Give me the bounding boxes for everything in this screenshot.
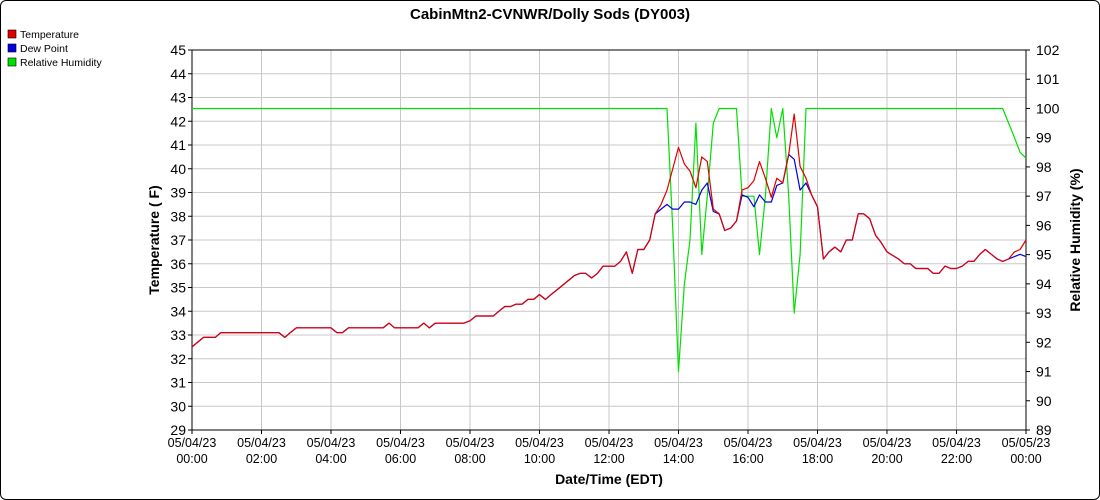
x-axis-ticks: 05/04/23 00:00 05/04/23 02:00 05/04/23 04:00 0… xyxy=(168,430,1051,466)
y2-tick-label: 98 xyxy=(1036,159,1052,175)
x-tick-date-label: 05/04/23 xyxy=(654,436,703,450)
y-tick-label: 39 xyxy=(170,185,186,201)
legend: Temperature Dew Point Relative Humidity xyxy=(7,29,102,69)
y-tick-label: 35 xyxy=(170,280,186,296)
x-tick-time-label: 10:00 xyxy=(524,452,555,466)
y2-tick-label: 92 xyxy=(1036,334,1052,350)
y-tick-label: 34 xyxy=(170,303,186,319)
y2-tick-label: 91 xyxy=(1036,364,1052,380)
x-tick-time-label: 20:00 xyxy=(871,452,902,466)
x-tick-time-label: 12:00 xyxy=(593,452,624,466)
y2-axis-ticks: 89 90 91 92 93 94 95 96 97 98 99 100 101 102 xyxy=(1026,42,1060,438)
x-tick-date-label: 05/04/23 xyxy=(932,436,981,450)
x-tick-time-label: 02:00 xyxy=(246,452,277,466)
y-axis-label: Temperature ( F) xyxy=(146,185,162,294)
gridlines xyxy=(191,49,1027,431)
y-axis-ticks: 29 30 31 32 33 34 35 36 37 38 39 40 41 42 43 44 45 xyxy=(170,42,192,438)
x-tick-time-label: 06:00 xyxy=(385,452,416,466)
y-tick-label: 29 xyxy=(170,422,186,438)
y-tick-label: 31 xyxy=(170,375,186,391)
y2-tick-label: 100 xyxy=(1036,100,1060,116)
y2-tick-label: 95 xyxy=(1036,247,1052,263)
y2-tick-label: 101 xyxy=(1036,71,1060,87)
y-tick-label: 44 xyxy=(170,66,186,82)
series-layer xyxy=(191,107,1027,373)
legend-label: Relative Humidity xyxy=(20,57,102,69)
x-tick-date-label: 05/04/23 xyxy=(863,436,912,450)
x-tick-time-label: 00:00 xyxy=(176,452,207,466)
series-line-temperature xyxy=(191,113,1027,348)
x-tick-time-label: 14:00 xyxy=(663,452,694,466)
y2-axis-label: Relative Humidity (%) xyxy=(1067,168,1083,311)
x-tick-date-label: 05/04/23 xyxy=(585,436,634,450)
y-tick-label: 40 xyxy=(170,161,186,177)
y-tick-label: 45 xyxy=(170,42,186,58)
legend-swatch xyxy=(7,29,17,39)
y2-tick-label: 102 xyxy=(1036,42,1060,58)
legend-swatch xyxy=(7,43,17,53)
x-tick-time-label: 16:00 xyxy=(732,452,763,466)
x-tick-date-label: 05/04/23 xyxy=(793,436,842,450)
y2-tick-label: 94 xyxy=(1036,276,1052,292)
legend-label: Dew Point xyxy=(20,43,68,55)
x-tick-time-label: 00:00 xyxy=(1010,452,1041,466)
x-tick-date-label: 05/04/23 xyxy=(168,436,217,450)
x-tick-time-label: 18:00 xyxy=(802,452,833,466)
x-tick-time-label: 08:00 xyxy=(454,452,485,466)
x-tick-date-label: 05/04/23 xyxy=(376,436,425,450)
y-tick-label: 43 xyxy=(170,90,186,106)
legend-swatch xyxy=(7,57,17,67)
x-tick-date-label: 05/04/23 xyxy=(307,436,356,450)
y2-tick-label: 97 xyxy=(1036,188,1052,204)
y-tick-label: 36 xyxy=(170,256,186,272)
series-line-relative-humidity xyxy=(192,107,1027,373)
x-tick-date-label: 05/04/23 xyxy=(724,436,773,450)
x-tick-date-label: 05/04/23 xyxy=(515,436,564,450)
x-tick-date-label: 05/04/23 xyxy=(446,436,495,450)
legend-label: Temperature xyxy=(20,29,79,41)
x-tick-time-label: 22:00 xyxy=(941,452,972,466)
x-tick-date-label: 05/05/23 xyxy=(1002,436,1051,450)
y-tick-label: 41 xyxy=(170,137,186,153)
y2-tick-label: 90 xyxy=(1036,393,1052,409)
y-tick-label: 33 xyxy=(170,327,186,343)
y2-tick-label: 96 xyxy=(1036,217,1052,233)
y-tick-label: 37 xyxy=(170,232,186,248)
y-tick-label: 32 xyxy=(170,351,186,367)
x-tick-time-label: 04:00 xyxy=(315,452,346,466)
y2-tick-label: 93 xyxy=(1036,305,1052,321)
x-axis-label: Date/Time (EDT) xyxy=(555,471,663,487)
x-tick-date-label: 05/04/23 xyxy=(237,436,286,450)
y-tick-label: 42 xyxy=(170,113,186,129)
chart-title: CabinMtn2-CVNWR/Dolly Sods (DY003) xyxy=(410,6,690,23)
y2-tick-label: 99 xyxy=(1036,130,1052,146)
y2-tick-label: 89 xyxy=(1036,422,1052,438)
y-tick-label: 30 xyxy=(170,398,186,414)
y-tick-label: 38 xyxy=(170,208,186,224)
